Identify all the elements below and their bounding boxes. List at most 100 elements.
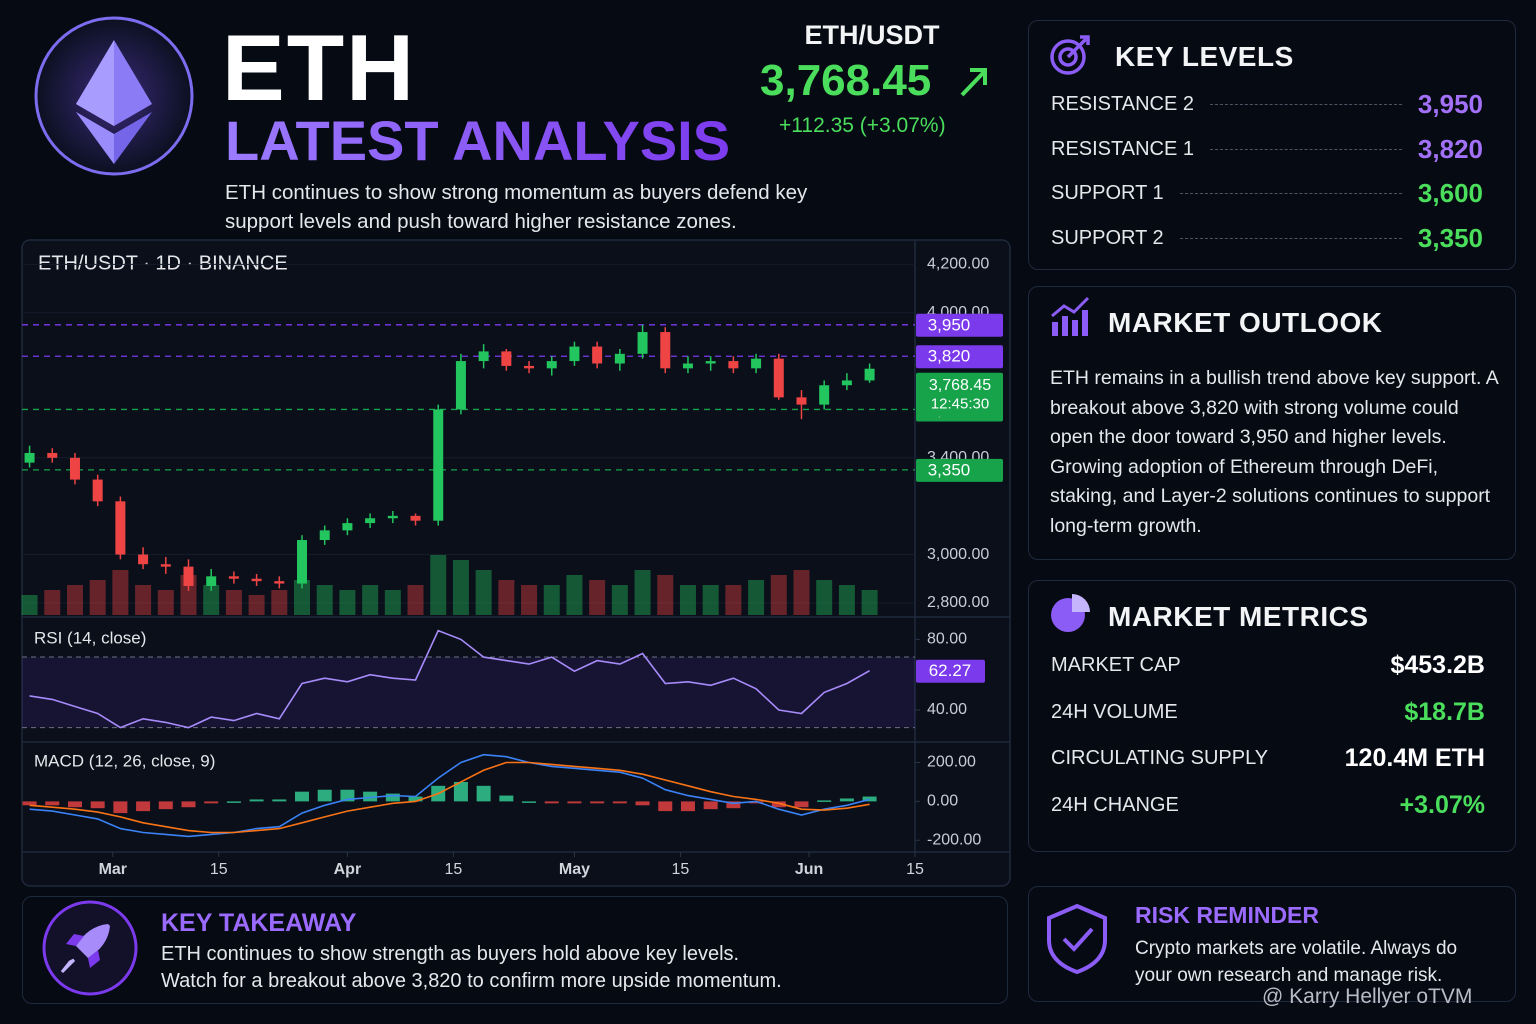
level-tag-label: 3,820 [928, 347, 971, 366]
candle-body [728, 361, 739, 369]
candle-body [433, 409, 444, 521]
candle-body [297, 540, 308, 584]
level-tag [916, 345, 1003, 369]
value-tag [916, 659, 985, 683]
histogram-bar [749, 801, 764, 804]
volume-bar [112, 570, 129, 615]
chart-title: MACD (12, 26, close, 9) [34, 751, 215, 770]
level-row: SUPPORT 2 3,350 [1051, 223, 1483, 254]
pie-icon [1051, 594, 1090, 632]
histogram-bar [476, 785, 491, 802]
volume-bar [294, 580, 311, 615]
volume-bar [316, 585, 333, 615]
level-value: 3,600 [1417, 178, 1483, 208]
level-value: 3,950 [1417, 89, 1483, 119]
candle-body [228, 576, 239, 579]
volume-bar [589, 580, 606, 615]
candle-body [864, 368, 875, 381]
panel-title: MARKET OUTLOOK [1108, 307, 1383, 338]
level-label: RESISTANCE 1 [1051, 137, 1194, 160]
histogram-bar [658, 801, 673, 812]
level-value: 3,820 [1417, 133, 1483, 164]
volume-bar [44, 590, 61, 615]
chart-title: RSI (14, close) [34, 628, 146, 647]
metric-value: $18.7B [1404, 697, 1485, 726]
histogram-bar [612, 801, 627, 804]
candle-body [614, 353, 625, 364]
candle-body [637, 332, 648, 354]
candle-body [455, 361, 466, 410]
histogram-bar [703, 801, 718, 810]
candle-body [342, 523, 353, 531]
outlook-text: ETH remains in a bullish trend above key… [1050, 367, 1498, 537]
market-metrics-panel: MARKET METRICS MARKET CAP $453.2B 24H VOLU… [1028, 580, 1516, 852]
level-tag [916, 313, 1003, 337]
candle-body [773, 358, 784, 398]
candle-body [183, 566, 194, 586]
metric-label: CIRCULATING SUPPLY [1051, 747, 1269, 769]
x-tick-label: Mar [99, 861, 127, 878]
y-tick-label: 80.00 [927, 631, 967, 648]
macd-line [29, 753, 870, 838]
x-tick-label: Apr [334, 861, 362, 878]
histogram-bar [340, 789, 355, 802]
candle-body [478, 351, 489, 362]
histogram-bar [90, 801, 105, 809]
volume-bar [543, 585, 560, 615]
candle-body [410, 515, 421, 521]
metric-row: MARKET CAP $453.2B [1051, 651, 1485, 680]
metric-value: $453.2B [1390, 651, 1485, 679]
target-icon [1050, 35, 1090, 75]
candle-body [841, 380, 852, 386]
candle-body [365, 518, 376, 524]
volume-bar [861, 590, 878, 615]
x-tick-label: May [559, 861, 590, 878]
volume-bar [271, 590, 288, 615]
candle-body [387, 515, 398, 519]
level-dash [1210, 104, 1402, 105]
volume-bar [816, 580, 833, 615]
volume-bar [225, 590, 242, 615]
y-tick-label: 3,000.00 [927, 546, 989, 563]
candle-body [138, 554, 149, 565]
histogram-bar [544, 801, 559, 804]
volume-bar [679, 585, 696, 615]
histogram-bar [680, 801, 695, 812]
pane-separators [22, 240, 1010, 853]
volume-bar [657, 575, 674, 615]
histogram-bar [726, 801, 741, 809]
y-tick-label: -200.00 [927, 831, 981, 848]
volume-bar [498, 580, 515, 615]
y-tick-label: 200.00 [927, 754, 976, 771]
candle-body [501, 351, 512, 366]
takeaway-line: Watch for a breakout above 3,820 to conf… [161, 970, 782, 992]
histogram-bar [522, 801, 537, 803]
volume-bar [452, 560, 469, 615]
candle-body [274, 581, 285, 584]
level-tag-label: 3,350 [928, 460, 971, 479]
rsi-line [29, 629, 870, 729]
volume-bar [157, 590, 174, 615]
risk-title: RISK REMINDER [1135, 902, 1320, 928]
candle-body [751, 358, 762, 369]
histogram-bar [453, 781, 468, 802]
histogram-bar [499, 795, 514, 802]
rocket-icon [42, 900, 138, 996]
metric-value: +3.07% [1399, 790, 1486, 819]
volume-bar [89, 580, 106, 615]
candle-body [251, 578, 262, 582]
volume-bar [339, 590, 356, 615]
histogram-bar [158, 801, 173, 810]
candle-body [660, 332, 671, 369]
histogram-bar [794, 801, 809, 808]
macd-line [29, 761, 870, 834]
symbol: ETH [222, 15, 416, 120]
metric-row: 24H CHANGE +3.07% [1051, 791, 1485, 820]
panel-title: KEY LEVELS [1115, 41, 1294, 72]
candle-body [115, 501, 126, 555]
volume-bar [430, 555, 447, 615]
y-tick-label: 2,800.00 [927, 594, 989, 611]
volume-bar [566, 575, 583, 615]
